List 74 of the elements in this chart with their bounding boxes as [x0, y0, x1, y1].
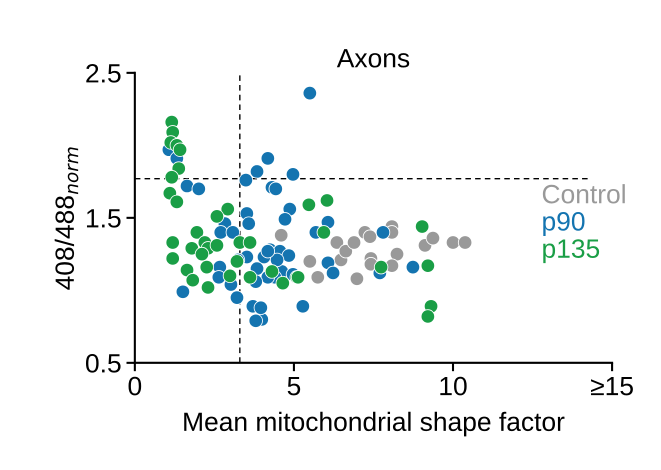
text: p135	[543, 239, 600, 264]
x-tick-label: ≥15	[591, 377, 633, 396]
point	[192, 182, 206, 196]
point	[242, 216, 256, 231]
text: p90	[543, 212, 585, 236]
point	[200, 280, 216, 295]
point	[420, 309, 436, 324]
point	[414, 219, 430, 234]
point	[186, 273, 200, 288]
point	[338, 244, 353, 258]
point	[190, 225, 204, 240]
point	[278, 212, 292, 226]
point	[176, 284, 190, 299]
point	[310, 270, 325, 284]
point	[264, 264, 280, 279]
point	[220, 202, 235, 216]
point	[346, 235, 362, 250]
point	[170, 194, 184, 210]
point	[180, 178, 194, 194]
point	[302, 198, 316, 212]
point	[242, 270, 258, 284]
text: Control	[542, 184, 625, 204]
x-axis-title: Mean mitochondrial shape factor	[184, 412, 564, 436]
point	[210, 209, 224, 224]
point	[376, 225, 390, 240]
point	[226, 225, 240, 240]
y-tick-label: 2.5	[86, 64, 121, 83]
point	[426, 230, 440, 246]
point	[166, 251, 180, 266]
point	[458, 235, 472, 250]
point	[446, 235, 460, 250]
x-tick-label: 10	[440, 376, 467, 396]
point	[222, 268, 238, 284]
point	[302, 254, 318, 269]
point	[374, 260, 388, 274]
point	[268, 182, 283, 196]
point	[180, 262, 194, 278]
point	[166, 235, 180, 250]
point	[420, 258, 436, 273]
x-tick-label: 0	[128, 376, 142, 396]
point	[210, 238, 224, 253]
point	[286, 167, 300, 182]
point	[230, 290, 244, 305]
chart-title: Axons	[336, 49, 410, 68]
point	[270, 252, 284, 268]
point	[274, 228, 288, 242]
point	[214, 225, 228, 240]
y-tick-label: 1.5	[86, 209, 121, 228]
point	[172, 142, 188, 157]
y-axis-title: 408/488$_{norm}$	[54, 147, 78, 290]
x-tick-label: 5	[288, 377, 300, 396]
point	[282, 248, 296, 263]
point	[260, 151, 276, 166]
point	[390, 246, 404, 262]
point	[194, 246, 210, 262]
point	[184, 241, 199, 256]
point	[330, 235, 344, 250]
point	[296, 299, 310, 314]
y-tick-label: 0.5	[86, 354, 121, 373]
point	[350, 272, 364, 286]
point	[242, 235, 258, 250]
point	[326, 266, 340, 280]
point	[248, 314, 263, 328]
point	[250, 164, 264, 179]
point	[316, 225, 332, 240]
point	[200, 260, 214, 274]
point	[164, 170, 179, 184]
point	[276, 276, 290, 290]
point	[406, 260, 420, 274]
point	[254, 300, 268, 315]
point	[302, 86, 318, 100]
point	[362, 230, 378, 244]
point	[238, 172, 254, 188]
point	[320, 193, 334, 208]
